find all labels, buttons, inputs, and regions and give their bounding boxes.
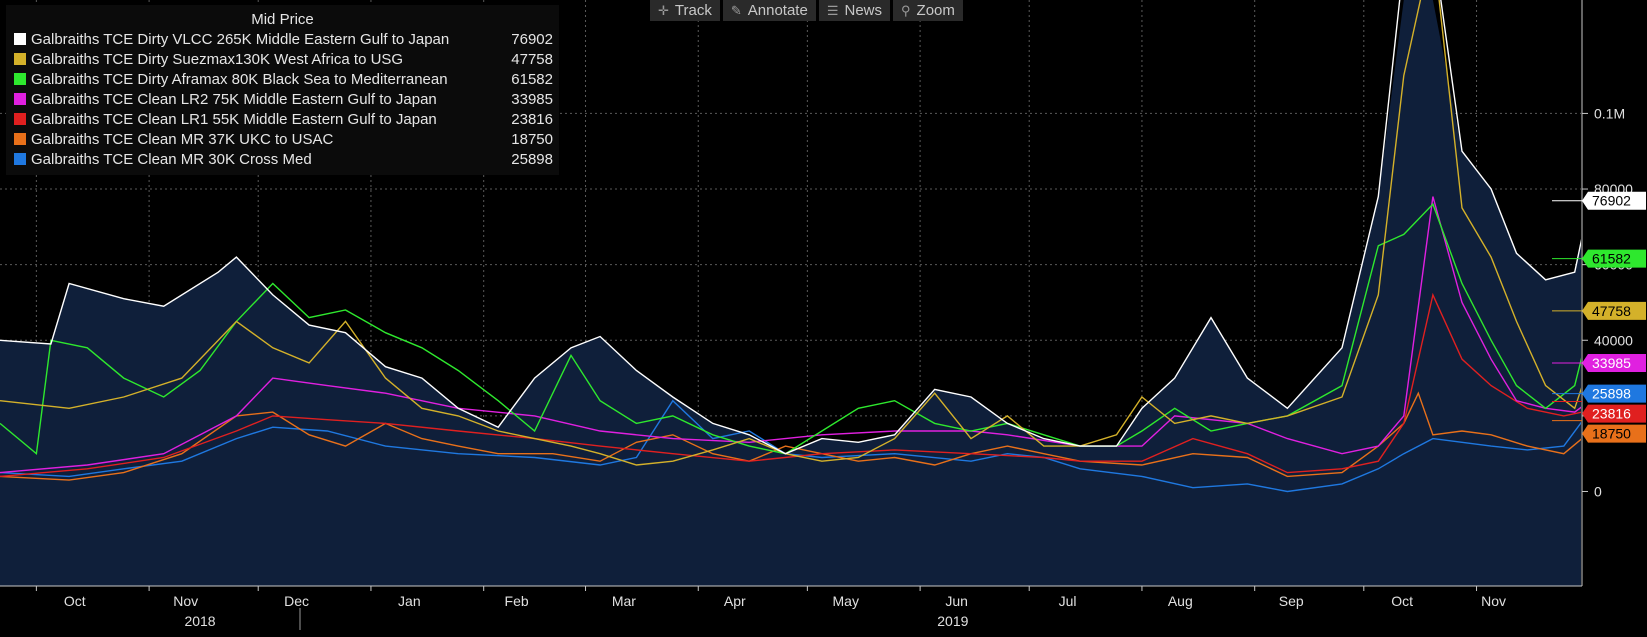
legend-swatch — [14, 73, 26, 85]
last-value-tag-6 — [1582, 384, 1646, 403]
legend-item[interactable]: Galbraiths TCE Dirty Aframax 80K Black S… — [6, 69, 559, 89]
area-layer — [0, 0, 1647, 586]
legend-series-value: 61582 — [511, 70, 553, 88]
last-value-text-2: 61582 — [1592, 251, 1631, 267]
last-value-text-0: 76902 — [1592, 193, 1631, 209]
news-label: News — [844, 1, 882, 19]
line-layer — [0, 0, 1647, 493]
last-value-tag-0 — [1582, 191, 1646, 210]
x-tick-label-10: Aug — [1168, 593, 1193, 609]
track-button[interactable]: ✛ Track — [650, 0, 720, 21]
x-tick-label-7: May — [833, 593, 859, 609]
last-value-tag-4 — [1582, 404, 1646, 423]
last-value-text-1: 47758 — [1592, 303, 1631, 319]
legend-series-name: Galbraiths TCE Clean LR2 75K Middle East… — [31, 90, 437, 108]
x-tick-label-12: Oct — [1391, 593, 1413, 609]
legend-series-value: 76902 — [511, 30, 553, 48]
series-line-0 — [0, 0, 1647, 455]
legend-series-name: Galbraiths TCE Clean MR 30K Cross Med — [31, 150, 312, 168]
bottom-axis-panel — [0, 586, 1647, 637]
last-value-badge-3: 33985 — [1552, 353, 1646, 372]
last-value-tag-1 — [1582, 301, 1646, 320]
x-tick-label-6: Apr — [724, 593, 746, 609]
legend-series-name: Galbraiths TCE Dirty Suezmax130K West Af… — [31, 50, 404, 68]
last-value-badge-4: 23816 — [1552, 400, 1646, 423]
chart-toolbar: ✛ Track ✎ Annotate ☰ News ⚲ Zoom — [650, 0, 963, 21]
x-tick-label-5: Mar — [612, 593, 636, 609]
last-value-badge-0: 76902 — [1552, 191, 1646, 210]
legend-item[interactable]: Galbraiths TCE Clean MR 37K UKC to USAC 1… — [6, 129, 559, 149]
last-value-text-4: 23816 — [1592, 406, 1631, 422]
x-tick-label-3: Jan — [398, 593, 421, 609]
series-line-2 — [0, 202, 1647, 456]
legend-title: Mid Price — [251, 11, 314, 28]
series-line-6 — [0, 339, 1647, 493]
legend-series-value: 33985 — [511, 90, 553, 108]
legend-series-value: 25898 — [511, 150, 553, 168]
year-label-1: 2019 — [937, 613, 968, 629]
year-label-0: 2018 — [184, 613, 215, 629]
legend-swatch — [14, 53, 26, 65]
y-tick-label-2: 40000 — [1594, 332, 1633, 348]
last-value-text-3: 33985 — [1592, 355, 1631, 371]
annotate-button[interactable]: ✎ Annotate — [722, 0, 816, 21]
legend-swatch — [14, 33, 26, 45]
legend-series-name: Galbraiths TCE Dirty Aframax 80K Black S… — [31, 70, 448, 88]
last-value-tag-5 — [1582, 424, 1646, 443]
zoom-button[interactable]: ⚲ Zoom — [893, 0, 963, 21]
x-tick-label-9: Jul — [1059, 593, 1077, 609]
x-tick-label-11: Sep — [1279, 593, 1304, 609]
track-label: Track — [674, 1, 712, 19]
x-tick-label-4: Feb — [505, 593, 529, 609]
last-value-badge-1: 47758 — [1552, 301, 1646, 320]
y-tick-label-0: 0 — [1594, 483, 1602, 499]
chart-legend: Mid Price Galbraiths TCE Dirty VLCC 265K… — [6, 5, 559, 175]
last-value-badge-6: 25898 — [1552, 384, 1646, 403]
series-area-0 — [0, 0, 1647, 586]
series-line-5 — [0, 391, 1647, 481]
y-tick-label-5: 0.1M — [1594, 105, 1625, 121]
x-tick-label-0: Oct — [64, 593, 86, 609]
legend-item[interactable]: Galbraiths TCE Clean LR1 55K Middle East… — [6, 109, 559, 129]
x-tick-label-2: Dec — [284, 593, 309, 609]
magnifier-icon: ⚲ — [901, 2, 911, 18]
x-tick-label-13: Nov — [1481, 593, 1506, 609]
legend-swatch — [14, 113, 26, 125]
x-tick-label-8: Jun — [945, 593, 968, 609]
badge-layer: 76902 61582 47758 33985 25898 23816 18750 — [1552, 191, 1646, 443]
legend-series-name: Galbraiths TCE Clean LR1 55K Middle East… — [31, 110, 437, 128]
legend-swatch — [14, 133, 26, 145]
legend-series-name: Galbraiths TCE Clean MR 37K UKC to USAC — [31, 130, 334, 148]
pencil-icon: ✎ — [730, 2, 742, 18]
last-value-tag-2 — [1582, 249, 1646, 268]
legend-series-value: 47758 — [511, 50, 553, 68]
legend-item[interactable]: Galbraiths TCE Clean LR2 75K Middle East… — [6, 89, 559, 109]
legend-series-value: 18750 — [511, 130, 553, 148]
last-value-badge-2: 61582 — [1552, 249, 1646, 268]
legend-item[interactable]: Galbraiths TCE Dirty Suezmax130K West Af… — [6, 49, 559, 69]
last-value-tag-3 — [1582, 353, 1646, 372]
crosshair-icon: ✛ — [658, 2, 669, 18]
legend-item[interactable]: Galbraiths TCE Dirty VLCC 265K Middle Ea… — [6, 29, 559, 49]
legend-series-value: 23816 — [511, 110, 553, 128]
legend-item[interactable]: Galbraiths TCE Clean MR 30K Cross Med 258… — [6, 149, 559, 169]
series-line-4 — [0, 292, 1647, 478]
last-value-text-6: 25898 — [1592, 386, 1631, 402]
zoom-label: Zoom — [916, 1, 955, 19]
news-icon: ☰ — [826, 2, 839, 18]
x-tick-label-1: Nov — [173, 593, 198, 609]
legend-swatch — [14, 153, 26, 165]
legend-rows: Galbraiths TCE Dirty VLCC 265K Middle Ea… — [6, 29, 559, 169]
legend-series-name: Galbraiths TCE Dirty VLCC 265K Middle Ea… — [31, 30, 450, 48]
last-value-text-5: 18750 — [1592, 426, 1631, 442]
series-line-1 — [0, 0, 1647, 466]
last-value-badge-5: 18750 — [1552, 420, 1646, 443]
annotate-label: Annotate — [747, 1, 808, 19]
news-button[interactable]: ☰ News — [818, 0, 890, 21]
legend-swatch — [14, 93, 26, 105]
